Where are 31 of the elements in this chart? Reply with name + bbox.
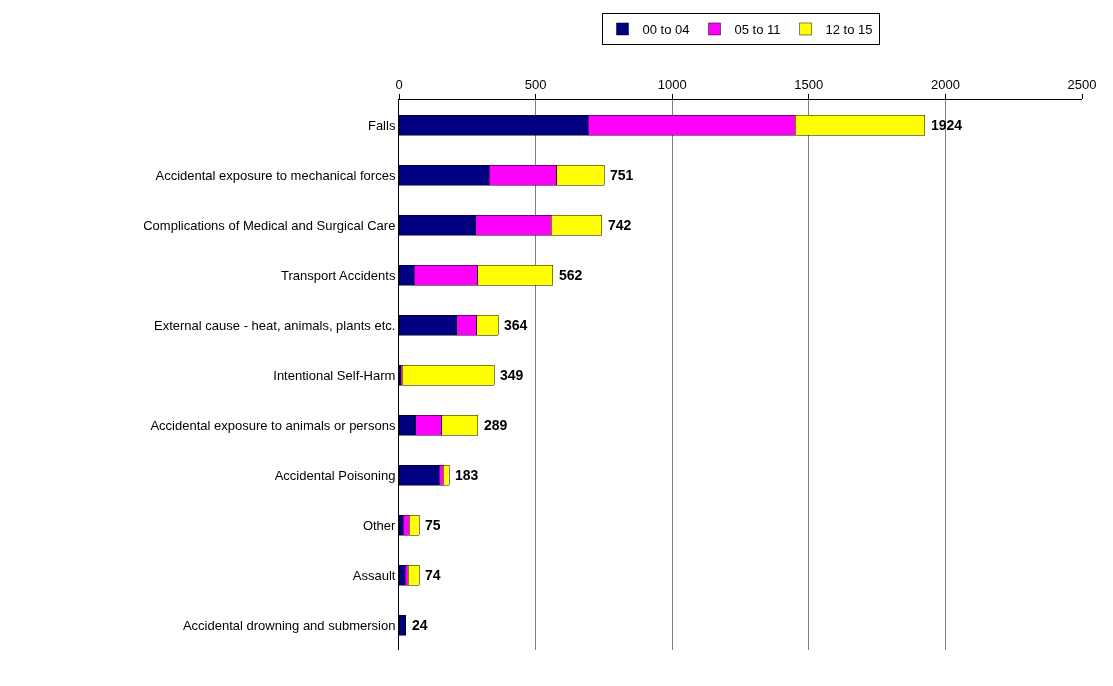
x-tick-label: 1500 — [794, 76, 824, 92]
y-tick-label: Accidental drowning and submersion — [182, 617, 396, 633]
total-label: 1924 — [931, 117, 963, 133]
total-label: 742 — [608, 217, 632, 233]
total-label: 74 — [425, 567, 441, 583]
y-tick-label: Intentional Self-Harm — [273, 367, 396, 383]
legend-label: 00 to 04 — [642, 22, 690, 38]
y-tick-label: Accidental exposure to mechanical forces — [155, 167, 396, 183]
total-label: 364 — [504, 317, 528, 333]
x-tick-label: 0 — [395, 76, 403, 92]
total-label: 183 — [455, 467, 479, 483]
x-tick-label: 1000 — [657, 76, 687, 92]
y-tick-label: Falls — [367, 117, 396, 133]
y-tick-label: Accidental Poisoning — [274, 467, 396, 483]
total-label: 289 — [484, 417, 508, 433]
y-tick-label: Complications of Medical and Surgical Care — [143, 217, 396, 233]
y-tick-label: Other — [362, 517, 397, 533]
x-tick-label: 500 — [524, 76, 547, 92]
legend-label: 12 to 15 — [825, 22, 873, 38]
x-tick-label: 2500 — [1067, 76, 1097, 92]
y-tick-label: Assault — [352, 567, 396, 583]
x-tick-label: 2000 — [930, 76, 960, 92]
y-tick-label: External cause - heat, animals, plants etc. — [154, 317, 396, 333]
total-label: 751 — [610, 167, 634, 183]
total-label: 75 — [425, 517, 441, 533]
total-label: 562 — [559, 267, 583, 283]
total-label: 24 — [412, 617, 428, 633]
y-tick-label: Transport Accidents — [280, 267, 396, 283]
legend-label: 05 to 11 — [734, 22, 781, 38]
total-label: 349 — [500, 367, 524, 383]
y-tick-label: Accidental exposure to animals or persons — [150, 417, 396, 433]
